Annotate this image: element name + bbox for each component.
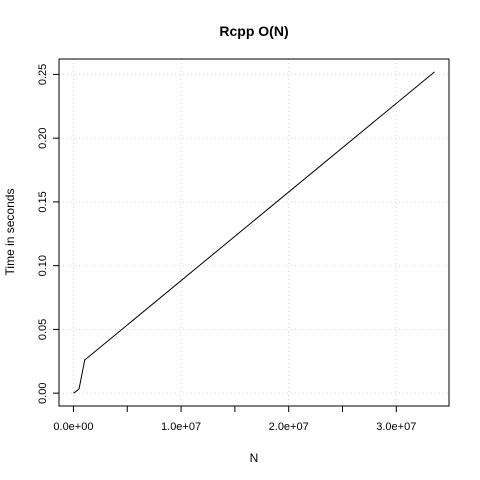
y-tick-label-5: 0.25 bbox=[37, 64, 49, 85]
grid-layer bbox=[59, 59, 449, 406]
x-axis-label: N bbox=[250, 451, 259, 465]
y-tick-label-1: 0.05 bbox=[37, 319, 49, 340]
series-line-0 bbox=[73, 71, 435, 394]
y-tick-label-0: 0.00 bbox=[37, 382, 49, 403]
axis-layer: 0.0e+00 1.0e+07 2.0e+07 3.0e+07 0.00 0.05 0.10… bbox=[37, 64, 416, 433]
y-tick-label-2: 0.10 bbox=[37, 255, 49, 276]
y-tick-label-4: 0.20 bbox=[37, 127, 49, 148]
plot-border bbox=[58, 58, 450, 407]
y-tick-label-3: 0.15 bbox=[37, 191, 49, 212]
series-layer bbox=[73, 71, 435, 394]
x-tick-label-6: 3.0e+07 bbox=[376, 421, 416, 433]
chart-title: Rcpp O(N) bbox=[219, 23, 288, 39]
x-tick-label-4: 2.0e+07 bbox=[269, 421, 309, 433]
x-tick-label-0: 0.0e+00 bbox=[53, 421, 93, 433]
x-tick-label-2: 1.0e+07 bbox=[161, 421, 201, 433]
y-axis-label: Time in seconds bbox=[3, 189, 17, 276]
